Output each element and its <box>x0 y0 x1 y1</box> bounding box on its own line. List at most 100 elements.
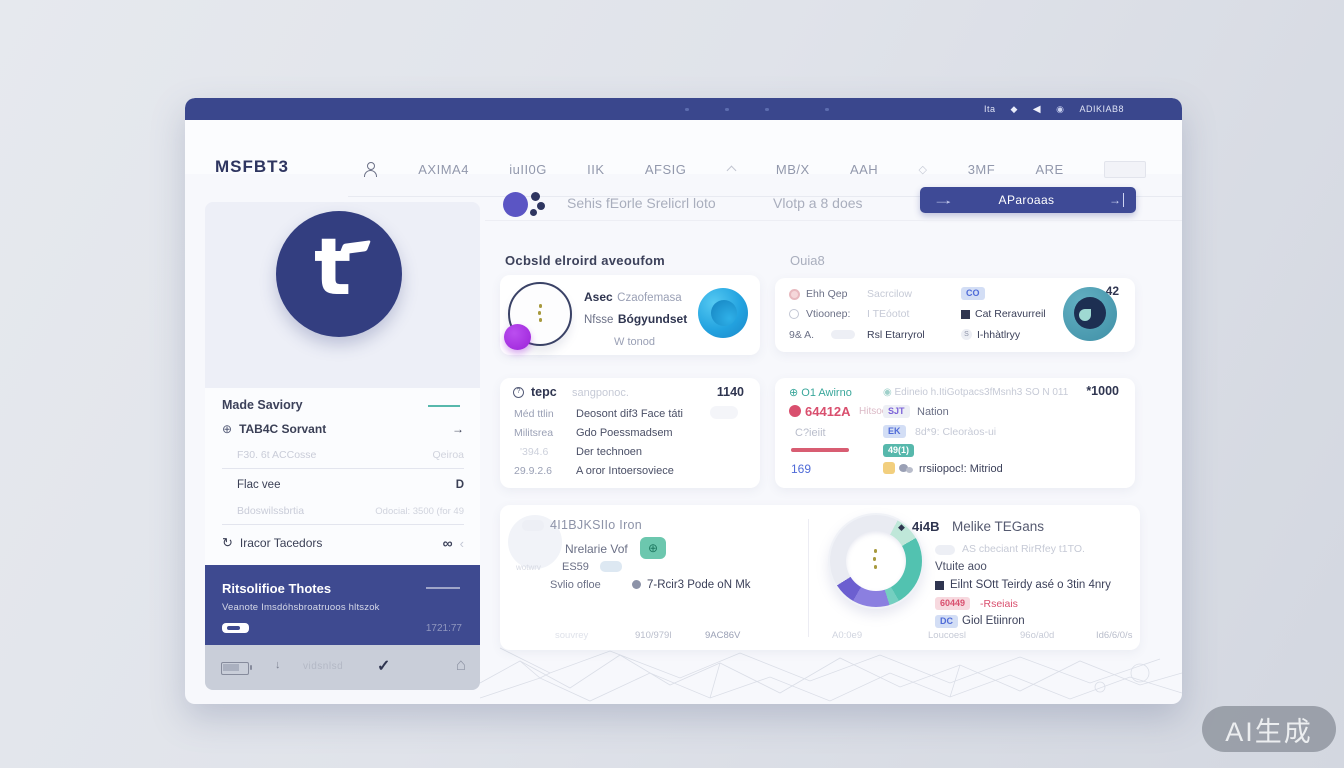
promo-value: 1721:77 <box>425 623 462 634</box>
sidebar-item-bandwidth[interactable]: Bdoswilssbrtia Odocial: 3500 (for 49 <box>222 502 464 520</box>
analytics-card[interactable]: 4I1BJKSIIo Iron Nrelarie Vof ⊕ wotwrv ES… <box>500 505 1140 650</box>
report-corner-value: 1140 <box>716 385 744 399</box>
sidebar: t Made Saviory ⊕ TAB4C Sorvant → F30. 6t … <box>205 202 480 690</box>
title-diamond-icon: ◆ <box>898 522 905 532</box>
arrow-right-icon[interactable]: → <box>452 422 464 436</box>
navy-square-icon <box>935 581 944 590</box>
promo-pill-dash <box>227 626 240 630</box>
legend-5-badge[interactable]: DC <box>935 615 958 628</box>
status-dot <box>765 108 769 111</box>
legend-4-badge[interactable]: 60449 <box>935 597 971 610</box>
activity-r2-value: Cat Reravurreil <box>975 308 1046 320</box>
nav-item-8[interactable]: ARE <box>1035 161 1064 177</box>
nav-item-7[interactable]: 3MF <box>967 161 996 177</box>
arrow-right-icon: → <box>932 193 955 207</box>
workspace-logo-dot <box>530 209 537 216</box>
user-icon[interactable] <box>363 161 378 177</box>
sidebar-item-label: Flac vee <box>237 479 281 491</box>
ghost-pill <box>710 406 738 419</box>
donut-chart[interactable] <box>828 513 924 609</box>
nav-item-6[interactable]: AAH <box>849 161 879 177</box>
yellow-badge-icon <box>883 462 895 474</box>
search-text[interactable]: Sehis fEorle Srelicrl loto <box>567 195 716 211</box>
sidebar-item-account[interactable]: ⊕ TAB4C Sorvant → <box>222 420 464 438</box>
status-text: ADIKIAB8 <box>1079 104 1124 114</box>
watermark-label: AI生成 <box>1225 716 1313 747</box>
cloud-icon <box>906 467 913 473</box>
report-r5-val: A oror Intoersoviece <box>576 465 674 477</box>
nav-item-1[interactable]: AXIMA4 <box>418 161 469 177</box>
report-r4-val: Der technoen <box>576 446 643 458</box>
sidebar-promo-card[interactable]: Ritsolifioe Thotes Veanote Imsdóhsbroatr… <box>205 565 480 645</box>
nav-ghost-button[interactable] <box>1103 160 1146 178</box>
legend-4: -Rseiais <box>980 598 1018 610</box>
diamond-icon: ◆ <box>1010 103 1018 114</box>
teal-dial[interactable] <box>1063 287 1117 341</box>
activity-card[interactable]: 42 Ehh Qep Sacrcilow CO Vtioonep: I TEóo… <box>775 278 1135 352</box>
report-r4-key: '394.6 <box>520 446 549 458</box>
circle-outline-icon <box>789 309 799 319</box>
chevron-left-icon[interactable]: ‹ <box>459 535 464 551</box>
nav-item-5[interactable]: MB/X <box>775 161 810 177</box>
metrics-mid4-badge[interactable]: 49(1) <box>883 444 915 457</box>
gauge-line1-val: Czaofemasa <box>617 292 682 304</box>
metrics-card[interactable]: *1000 ⊕ O1 Awirno 64412A Hitsoey C?ieiit… <box>775 378 1135 488</box>
section-title-main: Ocbsld elroird aveoufom <box>505 253 666 268</box>
view-selector[interactable]: Vlotp a 8 does <box>773 195 863 211</box>
sidebar-item-access[interactable]: F30. 6t ACCosse Qeiroa <box>222 446 464 464</box>
nav-divider <box>348 196 1182 197</box>
activity-r2-sub: I TEóotot <box>867 308 910 320</box>
analytics-right-title: Melike TEGans <box>952 519 1045 534</box>
analytics-left-title: 4I1BJKSIIo Iron <box>550 518 643 532</box>
legend-5: Giol Etiinron <box>962 615 1025 627</box>
vertical-divider <box>808 519 809 637</box>
background-pattern <box>480 647 1182 702</box>
axis-label: 9AC86V <box>705 630 741 641</box>
app-logo[interactable]: MSFBT3 <box>215 157 289 176</box>
axis-label: 96o/a0d <box>1020 630 1055 641</box>
gauge-marker[interactable] <box>504 324 531 350</box>
check-icon[interactable]: ✓ <box>377 658 391 675</box>
sidebar-item-tracers[interactable]: ↻ Iracor Tacedors ∞ ‹ <box>222 534 464 552</box>
window-status-bar: Ita ◆ ◀ ◉ ADIKIAB8 <box>185 98 1182 120</box>
sidebar-item-label: Bdoswilssbrtia <box>237 505 305 517</box>
arrow-down-icon[interactable]: ↓ <box>275 659 281 671</box>
report-r2-key: Méd ttlin <box>514 408 554 420</box>
ghost-badge <box>935 545 955 555</box>
activity-r3-sub: Rsl Etarryrol <box>867 329 925 341</box>
speaker-icon[interactable]: ◀ <box>1032 103 1042 115</box>
metrics-mid3-badge[interactable]: EK <box>883 425 906 438</box>
home-icon[interactable]: ⌂ <box>455 655 466 674</box>
globe-icon[interactable]: ◉ <box>1056 103 1065 114</box>
cyan-dial[interactable] <box>698 288 748 338</box>
workspace-logo[interactable] <box>503 190 553 220</box>
promo-accent-line <box>426 587 460 589</box>
axis-label: A0:0e9 <box>832 630 863 641</box>
activity-r1-sub: Sacrcilow <box>867 288 912 300</box>
pink-dot-icon <box>789 289 800 300</box>
promo-title: Ritsolifioe Thotes <box>222 581 332 596</box>
sidebar-item-label: TAB4C Sorvant <box>239 422 327 436</box>
chevron-down-icon[interactable] <box>727 165 736 174</box>
primary-action-button[interactable]: → AParoaas → <box>920 187 1136 213</box>
sidebar-item-flacvee[interactable]: Flac vee D <box>222 476 464 494</box>
metrics-left2: 64412A <box>805 404 851 419</box>
teal-badge-icon[interactable]: ⊕ <box>640 537 666 559</box>
report-card[interactable]: ? tepc sangponoc. 1140 Méd ttlin Deosont… <box>500 378 760 488</box>
nav-item-4[interactable]: AFSIG <box>644 161 687 177</box>
question-icon: ? <box>513 387 524 398</box>
metrics-mid2-badge: SJT <box>883 405 910 418</box>
infinity-icon[interactable]: ∞ <box>442 535 453 551</box>
activity-badge[interactable]: CO <box>961 287 985 300</box>
gauge-card[interactable]: Asec Czaofemasa Nfsse Bógyundset W tonod <box>500 275 760 355</box>
sidebar-item-value: Qeiroa <box>432 449 464 461</box>
globe-icon: ◉ <box>883 387 892 398</box>
nav-item-2[interactable]: iuII0G <box>509 161 547 177</box>
metrics-corner-value: *1000 <box>1086 384 1119 398</box>
promo-pill[interactable] <box>222 623 249 633</box>
activity-r2-label: Vtioonep: <box>806 308 851 320</box>
nav-item-3[interactable]: IIK <box>587 161 605 177</box>
gauge-line2-val: Bógyundset <box>617 312 688 326</box>
refresh-icon: ↻ <box>222 535 233 550</box>
